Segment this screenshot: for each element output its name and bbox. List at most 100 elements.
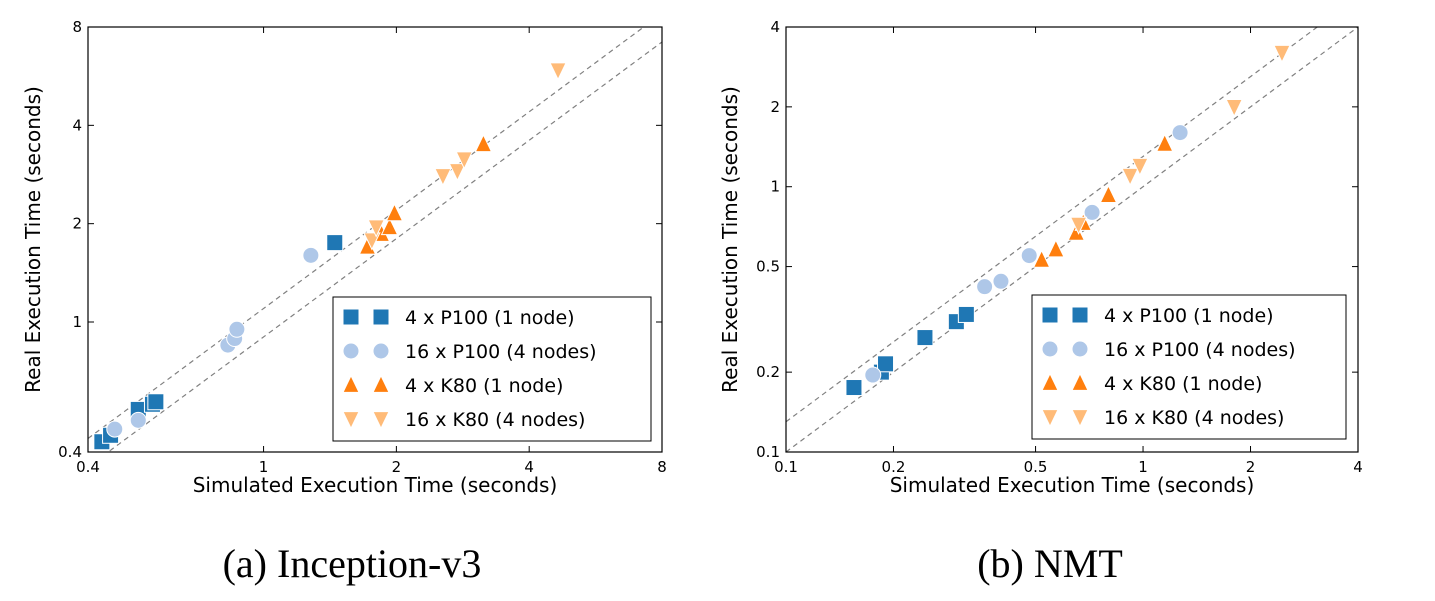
- y-axis-label: Real Execution Time (seconds): [21, 86, 45, 393]
- data-point: [976, 278, 994, 296]
- data-point: [448, 163, 467, 182]
- data-point: [228, 320, 246, 338]
- x-tick-label: 1: [259, 458, 269, 476]
- series-3: [358, 133, 493, 255]
- legend-label: 4 x K80 (1 node): [405, 375, 563, 397]
- legend-marker: [342, 411, 360, 430]
- data-point: [147, 393, 165, 411]
- legend-label: 4 x P100 (1 node): [405, 307, 575, 329]
- legend-marker: [372, 342, 390, 360]
- data-point: [1171, 124, 1189, 142]
- legend-marker: [1041, 409, 1059, 428]
- x-tick-label: 2: [392, 458, 402, 476]
- data-point: [1047, 239, 1065, 258]
- figure-caption: (b) NMT: [977, 541, 1123, 586]
- y-tick-label: 2: [72, 215, 82, 233]
- data-point: [1083, 203, 1101, 221]
- legend-marker: [1071, 372, 1089, 391]
- legend-label: 16 x P100 (4 nodes): [405, 341, 597, 363]
- plot-frame: [87, 26, 663, 453]
- legend-label: 16 x K80 (4 nodes): [405, 409, 585, 431]
- data-point: [1020, 247, 1038, 265]
- y-tick-label: 1: [72, 313, 82, 331]
- data-point: [1273, 44, 1291, 64]
- data-point: [367, 219, 385, 238]
- x-tick-label: 2: [1246, 458, 1256, 476]
- data-point: [1032, 249, 1051, 268]
- x-tick-label: 8: [657, 458, 667, 476]
- data-point: [455, 151, 474, 170]
- data-point: [957, 305, 975, 323]
- legend-marker: [342, 308, 360, 326]
- reference-line-1: [786, 27, 1319, 423]
- y-tick-label: 4: [72, 116, 82, 134]
- data-point: [385, 203, 404, 222]
- series-3: [1032, 133, 1174, 268]
- series-4: [363, 62, 567, 251]
- data-point: [326, 234, 344, 252]
- data-point: [1069, 216, 1088, 235]
- y-tick-label: 2: [770, 98, 780, 116]
- x-tick-label: 0.2: [882, 458, 906, 476]
- y-tick-label: 0.5: [756, 258, 780, 276]
- legend-label: 16 x P100 (4 nodes): [1104, 339, 1296, 361]
- data-point: [1067, 222, 1086, 241]
- series-2: [864, 124, 1189, 384]
- legend-marker: [1071, 409, 1089, 428]
- x-tick-label: 4: [524, 458, 534, 476]
- series-1: [93, 234, 344, 451]
- legend-marker: [1041, 372, 1059, 391]
- y-tick-label: 4: [770, 18, 780, 36]
- y-axis-label: Real Execution Time (seconds): [718, 86, 742, 393]
- legend: 4 x P100 (1 node) 16 x P100 (4 nodes) 4 x …: [1031, 294, 1347, 440]
- x-tick-label: 4: [1353, 458, 1363, 476]
- legend: 4 x P100 (1 node) 16 x P100 (4 nodes) 4 x …: [332, 296, 652, 442]
- x-tick-label: 0.5: [1024, 458, 1048, 476]
- series-1: [845, 305, 975, 397]
- data-point: [845, 379, 863, 397]
- data-point: [549, 62, 567, 81]
- data-point: [916, 329, 934, 347]
- series-2: [106, 246, 320, 438]
- legend-label: 16 x K80 (4 nodes): [1104, 407, 1284, 429]
- reference-line-1: [88, 27, 645, 439]
- legend-label: 4 x K80 (1 node): [1104, 373, 1262, 395]
- y-tick-label: 0.4: [58, 443, 82, 461]
- x-tick-label: 1: [1138, 458, 1148, 476]
- chart-1: 0.4 1 2 4 8 0.4 1 2 4 8 Simulated Execution Time (…: [21, 18, 667, 586]
- legend-marker: [342, 374, 360, 393]
- data-point: [1155, 133, 1174, 152]
- data-point: [106, 420, 124, 438]
- series-4: [1069, 44, 1291, 235]
- y-tick-label: 1: [770, 178, 780, 196]
- x-axis-label: Simulated Execution Time (seconds): [193, 473, 558, 497]
- data-point: [380, 216, 399, 236]
- legend-marker: [372, 374, 390, 393]
- data-point: [1121, 167, 1139, 187]
- data-point: [1099, 184, 1118, 203]
- y-tick-label: 8: [72, 18, 82, 36]
- x-axis-label: Simulated Execution Time (seconds): [890, 473, 1255, 497]
- legend-marker: [1041, 340, 1059, 358]
- data-point: [302, 246, 320, 264]
- data-point: [129, 411, 147, 429]
- plot-frame: [785, 26, 1359, 453]
- data-point: [1131, 157, 1149, 177]
- data-point: [877, 355, 895, 373]
- data-point: [363, 232, 381, 251]
- figure-caption: (a) Inception-v3: [223, 541, 482, 586]
- data-point: [992, 272, 1010, 290]
- reference-line-2: [786, 27, 1358, 452]
- data-point: [474, 133, 493, 153]
- legend-marker: [372, 411, 390, 430]
- y-tick-label: 0.2: [756, 363, 780, 381]
- legend-marker: [1071, 306, 1089, 324]
- legend-marker: [372, 308, 390, 326]
- x-tick-label: 0.1: [774, 458, 798, 476]
- legend-marker: [1041, 306, 1059, 324]
- reference-line-2: [107, 41, 662, 452]
- y-tick-label: 0.1: [756, 443, 780, 461]
- x-tick-label: 0.4: [76, 458, 100, 476]
- legend-marker: [1071, 340, 1089, 358]
